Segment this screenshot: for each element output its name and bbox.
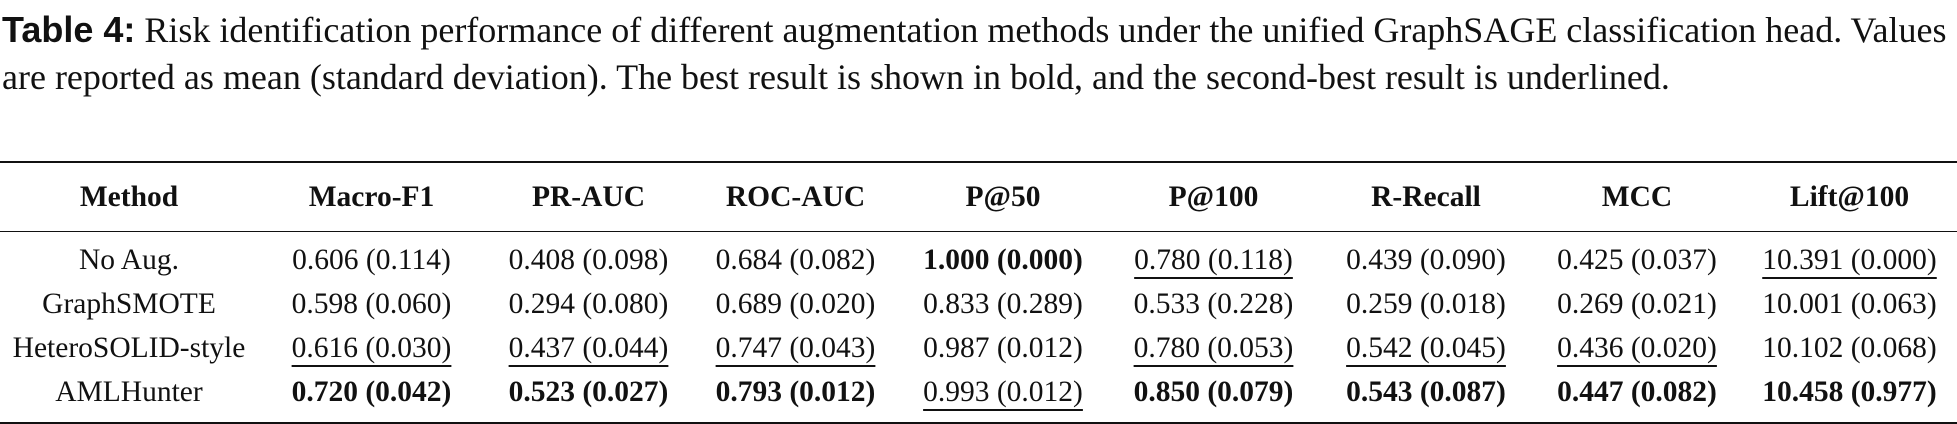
value-cell: 0.780 (0.053): [1107, 326, 1320, 370]
cell-text: 0.720 (0.042): [291, 375, 452, 408]
value-cell: 0.437 (0.044): [485, 326, 692, 370]
cell-text: GraphSMOTE: [42, 287, 216, 320]
table-row: No Aug. 0.606 (0.114) 0.408 (0.098) 0.684 (…: [0, 232, 1957, 283]
cell-text: 0.850 (0.079): [1133, 375, 1294, 408]
cell-text: 10.391 (0.000): [1762, 243, 1937, 276]
value-cell: 0.408 (0.098): [485, 232, 692, 283]
value-cell: 0.616 (0.030): [258, 326, 485, 370]
cell-text: 0.269 (0.021): [1557, 287, 1717, 320]
cell-text: HeteroSOLID-style: [12, 331, 246, 364]
value-cell: 0.543 (0.087): [1320, 370, 1532, 423]
page: Table 4: Risk identification performance…: [0, 6, 1957, 423]
value-cell: 0.439 (0.090): [1320, 232, 1532, 283]
table-row: GraphSMOTE 0.598 (0.060) 0.294 (0.080) 0.68…: [0, 282, 1957, 326]
column-header: Method: [79, 180, 179, 213]
cell-text: 0.606 (0.114): [292, 243, 451, 276]
cell-text: 0.543 (0.087): [1346, 375, 1506, 408]
value-cell: 10.391 (0.000): [1742, 232, 1957, 283]
table-body: No Aug. 0.606 (0.114) 0.408 (0.098) 0.684 (…: [0, 232, 1957, 423]
cell-text: 0.993 (0.012): [923, 375, 1083, 408]
cell-text: 0.436 (0.020): [1557, 331, 1717, 364]
cell-text: 1.000 (0.000): [923, 243, 1083, 276]
header-row: Method Macro-F1 PR-AUC ROC-AUC P@50 P@100 R-Re…: [0, 162, 1957, 232]
cell-text: 0.542 (0.045): [1346, 331, 1506, 364]
method-cell: HeteroSOLID-style: [0, 326, 258, 370]
value-cell: 10.458 (0.977): [1742, 370, 1957, 423]
value-cell: 0.598 (0.060): [258, 282, 485, 326]
method-cell: No Aug.: [0, 232, 258, 283]
cell-text: 10.102 (0.068): [1762, 331, 1937, 364]
column-header: R-Recall: [1371, 180, 1481, 213]
cell-text: 0.523 (0.027): [508, 375, 669, 408]
cell-text: 0.437 (0.044): [508, 331, 669, 364]
value-cell: 0.447 (0.082): [1532, 370, 1742, 423]
cell-text: 10.001 (0.063): [1762, 287, 1937, 320]
column-header: P@50: [965, 180, 1041, 213]
table-header: Method Macro-F1 PR-AUC ROC-AUC P@50 P@100 R-Re…: [0, 162, 1957, 232]
value-cell: 0.747 (0.043): [692, 326, 899, 370]
cell-text: 0.425 (0.037): [1557, 243, 1717, 276]
column-header: P@100: [1168, 180, 1259, 213]
cell-text: 0.408 (0.098): [508, 243, 669, 276]
column-header: Lift@100: [1789, 180, 1910, 213]
value-cell: 0.606 (0.114): [258, 232, 485, 283]
value-cell: 10.001 (0.063): [1742, 282, 1957, 326]
cell-text: 0.294 (0.080): [508, 287, 669, 320]
value-cell: 1.000 (0.000): [899, 232, 1107, 283]
cell-text: 0.793 (0.012): [715, 375, 876, 408]
value-cell: 0.542 (0.045): [1320, 326, 1532, 370]
cell-text: 0.747 (0.043): [715, 331, 876, 364]
value-cell: 0.533 (0.228): [1107, 282, 1320, 326]
column-header: Macro-F1: [308, 180, 435, 213]
cell-text: 0.689 (0.020): [715, 287, 876, 320]
value-cell: 0.294 (0.080): [485, 282, 692, 326]
value-cell: 0.523 (0.027): [485, 370, 692, 423]
cell-text: 0.259 (0.018): [1346, 287, 1506, 320]
table-row: HeteroSOLID-style 0.616 (0.030) 0.437 (0.0…: [0, 326, 1957, 370]
value-cell: 0.689 (0.020): [692, 282, 899, 326]
cell-text: 0.439 (0.090): [1346, 243, 1506, 276]
cell-text: AMLHunter: [55, 375, 203, 408]
cell-text: 0.833 (0.289): [923, 287, 1083, 320]
caption-label: Table 4:: [2, 9, 136, 50]
method-cell: GraphSMOTE: [0, 282, 258, 326]
column-header: PR-AUC: [531, 180, 646, 213]
value-cell: 0.720 (0.042): [258, 370, 485, 423]
caption: Table 4: Risk identification performance…: [2, 6, 1952, 101]
method-cell: AMLHunter: [0, 370, 258, 423]
value-cell: 0.436 (0.020): [1532, 326, 1742, 370]
value-cell: 0.987 (0.012): [899, 326, 1107, 370]
column-header: MCC: [1601, 180, 1673, 213]
cell-text: 0.616 (0.030): [291, 331, 452, 364]
cell-text: 0.447 (0.082): [1557, 375, 1717, 408]
value-cell: 0.269 (0.021): [1532, 282, 1742, 326]
value-cell: 0.259 (0.018): [1320, 282, 1532, 326]
table-row: AMLHunter 0.720 (0.042) 0.523 (0.027) 0.793…: [0, 370, 1957, 423]
value-cell: 0.684 (0.082): [692, 232, 899, 283]
value-cell: 10.102 (0.068): [1742, 326, 1957, 370]
cell-text: 10.458 (0.977): [1762, 375, 1937, 408]
value-cell: 0.833 (0.289): [899, 282, 1107, 326]
cell-text: 0.987 (0.012): [923, 331, 1083, 364]
results-table: Method Macro-F1 PR-AUC ROC-AUC P@50 P@100 R-Re…: [0, 161, 1957, 424]
cell-text: 0.684 (0.082): [715, 243, 876, 276]
value-cell: 0.850 (0.079): [1107, 370, 1320, 423]
cell-text: No Aug.: [79, 243, 179, 276]
column-header: ROC-AUC: [725, 180, 866, 213]
caption-text: Risk identification performance of diffe…: [2, 10, 1947, 97]
value-cell: 0.793 (0.012): [692, 370, 899, 423]
cell-text: 0.598 (0.060): [291, 287, 452, 320]
value-cell: 0.993 (0.012): [899, 370, 1107, 423]
cell-text: 0.780 (0.053): [1133, 331, 1294, 364]
value-cell: 0.425 (0.037): [1532, 232, 1742, 283]
value-cell: 0.780 (0.118): [1107, 232, 1320, 283]
cell-text: 0.780 (0.118): [1134, 243, 1293, 276]
cell-text: 0.533 (0.228): [1133, 287, 1294, 320]
